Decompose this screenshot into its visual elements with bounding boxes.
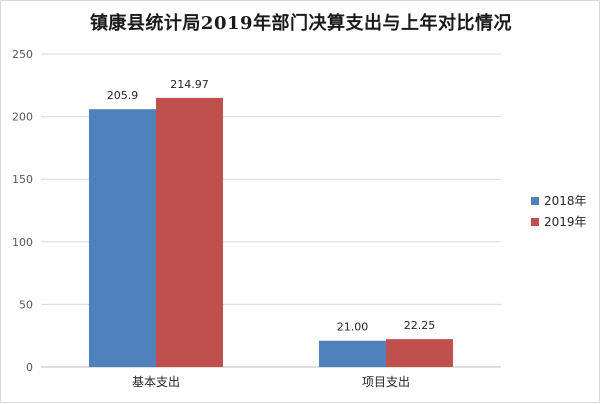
y-tick-label: 100 [12, 236, 33, 249]
legend-swatch [531, 197, 539, 205]
data-label: 205.9 [107, 89, 139, 102]
x-category-label: 基本支出 [132, 375, 180, 389]
legend-label: 2019年 [544, 215, 587, 229]
bar [156, 97, 223, 368]
data-label: 21.00 [337, 321, 369, 334]
legend-label: 2018年 [544, 194, 587, 208]
y-tick-label: 50 [19, 298, 33, 311]
chart-title: 镇康县统计局2019年部门决算支出与上年对比情况 [89, 13, 513, 34]
y-tick-label: 200 [12, 111, 33, 124]
x-category-label: 项目支出 [362, 375, 410, 389]
bar [319, 340, 386, 367]
data-label: 214.97 [170, 78, 209, 91]
legend-swatch [531, 218, 539, 226]
bar [386, 339, 453, 367]
bar [89, 109, 156, 368]
y-tick-label: 150 [12, 173, 33, 186]
y-tick-label: 0 [26, 361, 33, 374]
y-tick-label: 250 [12, 48, 33, 61]
data-label: 22.25 [404, 319, 436, 332]
